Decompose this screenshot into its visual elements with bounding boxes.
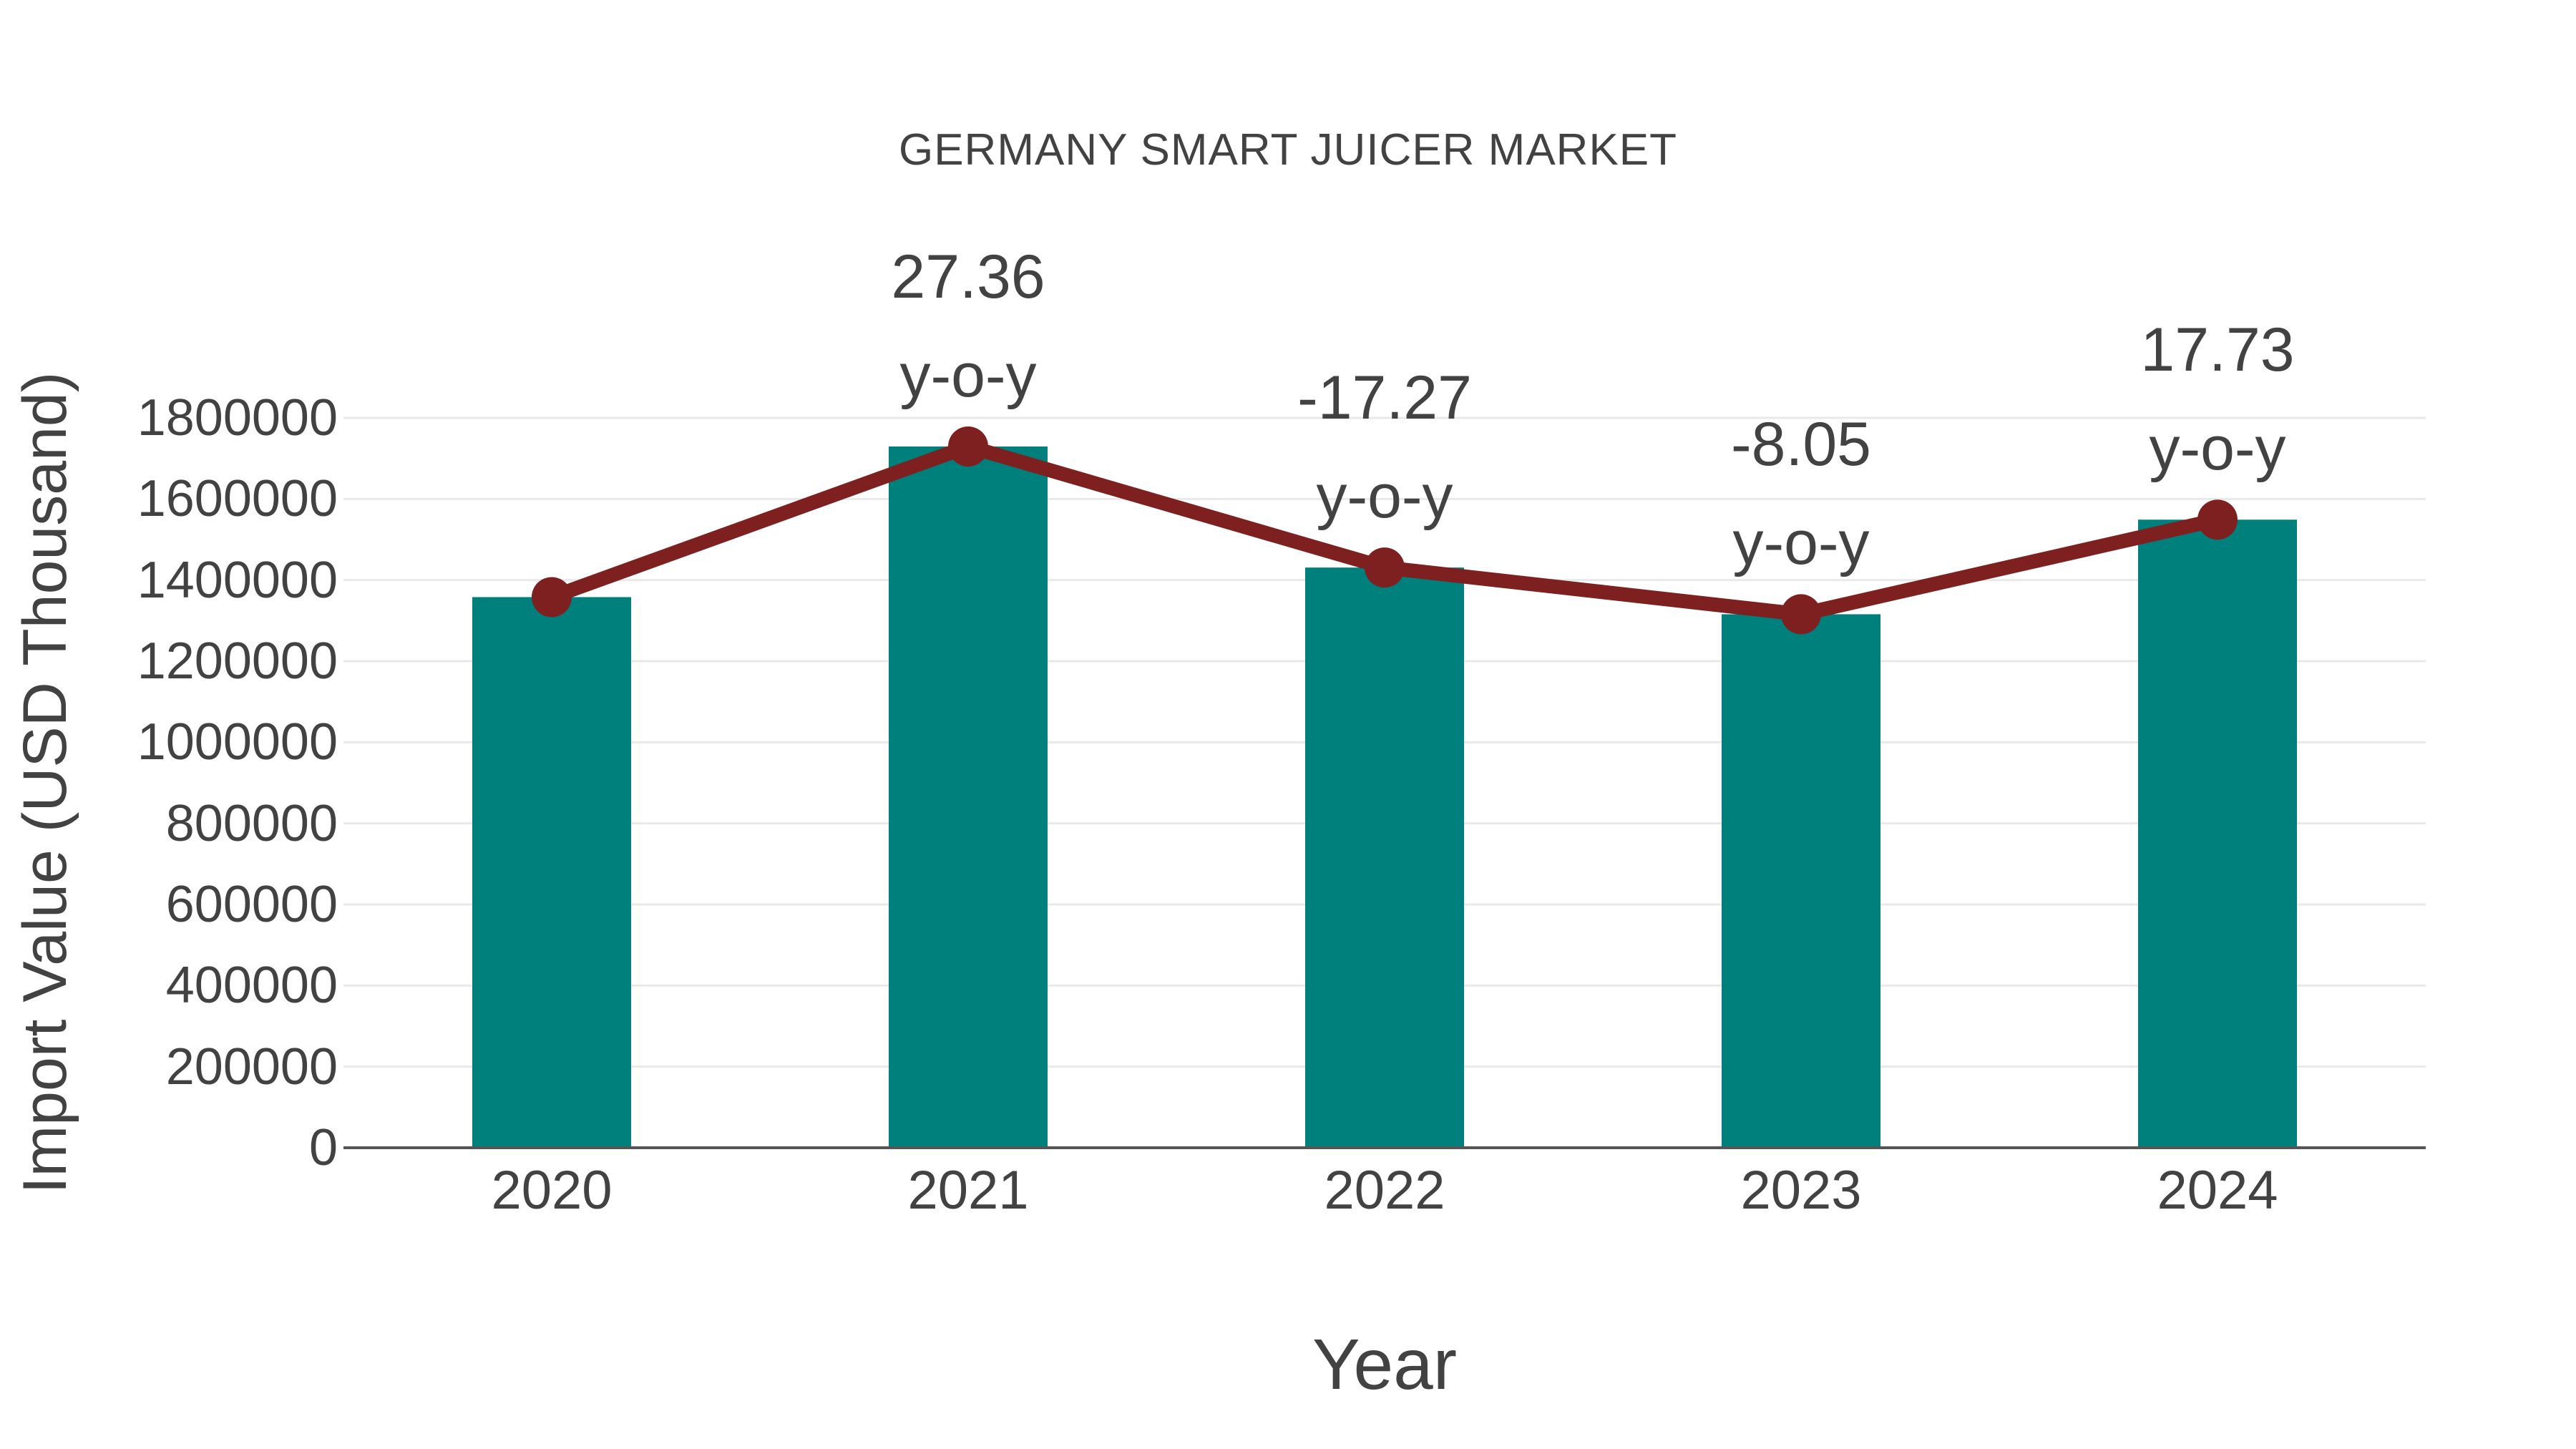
x-tick-label-2020: 2020	[491, 1160, 613, 1221]
y-tick-label-1400000: 1400000	[137, 551, 338, 609]
y-tick-label-600000: 600000	[165, 876, 338, 933]
bar-2021	[889, 446, 1048, 1148]
x-tick-label-2022: 2022	[1324, 1160, 1445, 1221]
point-label-value: -8.05	[1730, 410, 1872, 479]
y-tick-label-800000: 800000	[165, 794, 338, 852]
marker-2024	[2197, 499, 2238, 540]
x-tick-label-2023: 2023	[1740, 1160, 1862, 1221]
point-label-2024: 17.73 y-o-y	[2009, 301, 2426, 498]
point-label-suffix: y-o-y	[899, 341, 1037, 410]
marker-2020	[532, 577, 572, 618]
point-label-2022: -17.27 y-o-y	[1176, 348, 1593, 546]
y-tick-label-200000: 200000	[165, 1038, 338, 1096]
y-tick-label-1800000: 1800000	[137, 389, 338, 447]
point-label-2023: -8.05 y-o-y	[1593, 395, 2009, 592]
bar-2023	[1722, 614, 1880, 1148]
point-label-2021: 27.36 y-o-y	[760, 228, 1176, 425]
point-label-suffix: y-o-y	[1316, 462, 1453, 532]
point-label-suffix: y-o-y	[1732, 509, 1870, 578]
bar-2020	[472, 597, 631, 1148]
y-tick-label-1600000: 1600000	[137, 470, 338, 528]
y-tick-label-1200000: 1200000	[137, 633, 338, 690]
point-label-value: 17.73	[2140, 316, 2295, 385]
bar-2024	[2138, 519, 2297, 1148]
x-tick-label-2024: 2024	[2157, 1160, 2278, 1221]
x-axis-title: Year	[1312, 1324, 1458, 1405]
y-tick-label-0: 0	[308, 1119, 338, 1176]
y-tick-label-1000000: 1000000	[137, 713, 338, 771]
point-label-value: -17.27	[1297, 364, 1472, 433]
marker-2021	[948, 426, 988, 467]
y-tick-label-400000: 400000	[165, 957, 338, 1015]
bar-2022	[1305, 567, 1464, 1148]
chart-title: GERMANY SMART JUICER MARKET	[898, 125, 1678, 175]
point-label-value: 27.36	[891, 242, 1045, 311]
x-tick-label-2021: 2021	[907, 1160, 1029, 1221]
marker-2022	[1365, 547, 1405, 588]
point-label-suffix: y-o-y	[2149, 414, 2286, 484]
marker-2023	[1781, 594, 1821, 635]
